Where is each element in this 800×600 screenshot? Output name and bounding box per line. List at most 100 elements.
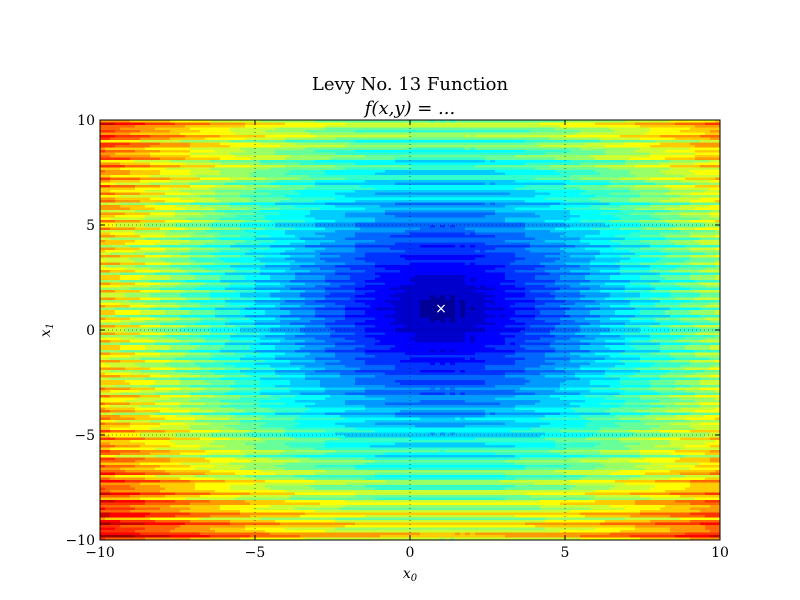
heatmap-cell <box>190 185 196 189</box>
heatmap-cell <box>110 137 116 141</box>
heatmap-cell <box>485 157 491 161</box>
heatmap-cell <box>490 132 496 136</box>
heatmap-cell <box>685 167 691 171</box>
heatmap-cell <box>240 175 246 179</box>
heatmap-cell <box>295 177 301 181</box>
heatmap-cell <box>325 175 331 179</box>
heatmap-cell <box>600 140 606 144</box>
heatmap-cell <box>515 125 521 129</box>
heatmap-cell <box>220 135 226 139</box>
heatmap-cell <box>425 180 431 184</box>
heatmap-cell <box>655 125 661 129</box>
heatmap-cell <box>340 155 346 159</box>
heatmap-cell <box>515 185 521 189</box>
heatmap-cell <box>470 155 476 159</box>
heatmap-cell <box>510 142 516 146</box>
heatmap-cell <box>265 157 271 161</box>
heatmap-cell <box>220 192 226 196</box>
heatmap-cell <box>140 160 146 164</box>
heatmap-cell <box>680 157 686 161</box>
heatmap-cell <box>450 195 456 199</box>
heatmap-cell <box>405 185 411 189</box>
heatmap-cell <box>400 155 406 159</box>
heatmap-cell <box>655 160 661 164</box>
heatmap-cell <box>170 142 176 146</box>
heatmap-cell <box>625 162 631 166</box>
heatmap-cell <box>570 177 576 181</box>
heatmap-cell <box>380 125 386 129</box>
heatmap-cell <box>425 145 431 149</box>
heatmap-cell <box>505 200 511 204</box>
heatmap-cell <box>580 182 586 186</box>
heatmap-cell <box>385 177 391 181</box>
heatmap-cell <box>580 152 586 156</box>
heatmap-cell <box>455 120 461 124</box>
heatmap-cell <box>580 157 586 161</box>
heatmap-cell <box>485 145 491 149</box>
heatmap-cell <box>345 177 351 181</box>
heatmap-cell <box>250 132 256 136</box>
heatmap-cell <box>575 142 581 146</box>
heatmap-cell <box>655 157 661 161</box>
heatmap-cell <box>305 125 311 129</box>
heatmap-cell <box>255 180 261 184</box>
heatmap-cell <box>440 157 446 161</box>
heatmap-cell <box>425 140 431 144</box>
heatmap-cell <box>675 187 681 191</box>
heatmap-cell <box>675 165 681 169</box>
heatmap-cell <box>545 170 551 174</box>
heatmap-cell <box>140 190 146 194</box>
heatmap-cell <box>120 172 126 176</box>
heatmap-cell <box>375 157 381 161</box>
heatmap-cell <box>280 165 286 169</box>
heatmap-cell <box>215 157 221 161</box>
heatmap-cell <box>245 122 251 126</box>
heatmap-cell <box>395 172 401 176</box>
heatmap-cell <box>655 127 661 131</box>
heatmap-cell <box>650 205 656 209</box>
heatmap-cell <box>715 167 720 171</box>
heatmap-cell <box>275 170 281 174</box>
heatmap-cell <box>460 197 466 201</box>
heatmap-cell <box>320 147 326 151</box>
heatmap-cell <box>240 172 246 176</box>
heatmap-cell <box>455 172 461 176</box>
heatmap-cell <box>215 135 221 139</box>
heatmap-cell <box>450 145 456 149</box>
heatmap-cell <box>435 130 441 134</box>
heatmap-cell <box>290 185 296 189</box>
heatmap-cell <box>475 157 481 161</box>
heatmap-cell <box>410 122 416 126</box>
heatmap-cell <box>200 122 206 126</box>
heatmap-cell <box>505 125 511 129</box>
heatmap-cell <box>500 147 506 151</box>
heatmap-cell <box>230 207 236 211</box>
heatmap-cell <box>130 150 136 154</box>
heatmap-cell <box>570 120 576 124</box>
heatmap-cell <box>315 182 321 186</box>
heatmap-cell <box>635 132 641 136</box>
heatmap-cell <box>565 182 571 186</box>
heatmap-cell <box>665 190 671 194</box>
heatmap-cell <box>325 190 331 194</box>
heatmap-cell <box>480 152 486 156</box>
heatmap-cell <box>500 130 506 134</box>
heatmap-cell <box>505 207 511 211</box>
heatmap-cell <box>130 195 136 199</box>
heatmap-cell <box>245 140 251 144</box>
heatmap-cell <box>230 122 236 126</box>
heatmap-cell <box>380 207 386 211</box>
heatmap-cell <box>535 142 541 146</box>
heatmap-cell <box>510 170 516 174</box>
heatmap-cell <box>290 142 296 146</box>
heatmap-cell <box>440 137 446 141</box>
heatmap-cell <box>370 185 376 189</box>
heatmap-cell <box>370 147 376 151</box>
heatmap-cell <box>190 125 196 129</box>
heatmap-cell <box>475 127 481 131</box>
heatmap-cell <box>375 190 381 194</box>
heatmap-cell <box>355 130 361 134</box>
heatmap-cell <box>550 190 556 194</box>
heatmap-cell <box>660 180 666 184</box>
heatmap-cell <box>685 155 691 159</box>
